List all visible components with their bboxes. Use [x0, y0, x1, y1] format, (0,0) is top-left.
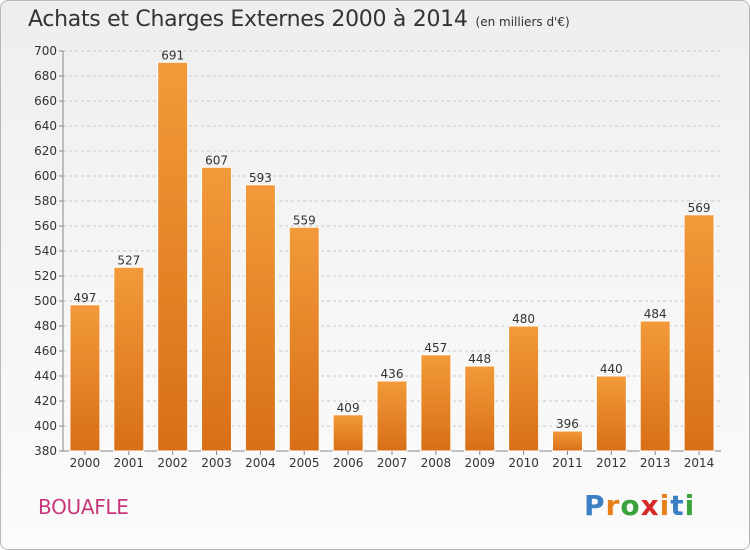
y-tick-label: 520	[34, 269, 57, 283]
data-label-2010: 480	[512, 312, 535, 326]
chart-title: Achats et Charges Externes 2000 à 2014 (e…	[28, 7, 570, 32]
data-label-2008: 457	[424, 341, 447, 355]
data-label-2014: 569	[688, 201, 711, 215]
y-tick-label: 440	[34, 369, 57, 383]
bar-2011	[551, 430, 583, 452]
bar-2010	[508, 325, 540, 452]
data-label-2012: 440	[600, 362, 623, 376]
y-tick-label: 620	[34, 144, 57, 158]
y-tick-label: 640	[34, 119, 57, 133]
x-tick-label-2004: 2004	[245, 456, 276, 470]
y-tick-label: 420	[34, 394, 57, 408]
x-tick-label-2007: 2007	[377, 456, 408, 470]
x-tick-label-2002: 2002	[157, 456, 188, 470]
x-tick-label-2011: 2011	[552, 456, 583, 470]
y-tick-label: 560	[34, 219, 57, 233]
logo-letter: i	[659, 489, 671, 522]
x-tick-label-2000: 2000	[70, 456, 101, 470]
proxiti-logo: Proxiti	[584, 489, 695, 522]
bar-2003	[201, 166, 233, 452]
logo-letter: P	[584, 489, 606, 522]
data-label-2005: 559	[293, 213, 316, 227]
data-label-2009: 448	[468, 352, 491, 366]
bar-2009	[464, 365, 496, 452]
y-tick-label: 540	[34, 244, 57, 258]
data-label-2006: 409	[337, 401, 360, 415]
bar-2008	[420, 354, 452, 452]
x-tick-label-2012: 2012	[596, 456, 627, 470]
data-label-2013: 484	[644, 307, 667, 321]
x-tick-label-2006: 2006	[333, 456, 364, 470]
logo-letter: x	[640, 489, 660, 522]
data-label-2001: 527	[117, 253, 140, 267]
data-label-2004: 593	[249, 171, 272, 185]
y-tick-label: 600	[34, 169, 57, 183]
x-tick-label-2005: 2005	[289, 456, 320, 470]
x-tick-label-2014: 2014	[684, 456, 715, 470]
y-tick-label: 700	[34, 44, 57, 58]
bar-2001	[113, 266, 145, 452]
y-tick-label: 380	[34, 444, 57, 458]
data-label-2011: 396	[556, 417, 579, 431]
commune-name: BOUAFLE	[38, 495, 129, 519]
bar-2013	[639, 320, 671, 452]
y-tick-label: 500	[34, 294, 57, 308]
chart-title-text: Achats et Charges Externes 2000 à 2014	[28, 7, 468, 32]
chart-subtitle: (en milliers d'€)	[475, 15, 570, 29]
bar-2006	[332, 414, 364, 452]
logo-letter: r	[605, 489, 621, 522]
x-tick-label-2013: 2013	[640, 456, 671, 470]
x-tick-label-2010: 2010	[508, 456, 539, 470]
y-tick-label: 460	[34, 344, 57, 358]
data-label-2000: 497	[73, 291, 96, 305]
data-label-2003: 607	[205, 153, 228, 167]
data-label-2002: 691	[161, 48, 184, 62]
x-tick-label-2003: 2003	[201, 456, 232, 470]
y-tick-label: 580	[34, 194, 57, 208]
y-tick-label: 400	[34, 419, 57, 433]
bar-2014	[683, 214, 715, 452]
x-tick-label-2009: 2009	[464, 456, 495, 470]
y-tick-label: 680	[34, 69, 57, 83]
logo-letter: t	[670, 489, 685, 522]
x-tick-label-2008: 2008	[421, 456, 452, 470]
logo-letter: o	[620, 489, 641, 522]
x-tick-label-2001: 2001	[114, 456, 145, 470]
bar-2005	[288, 226, 320, 452]
bar-2004	[244, 184, 276, 452]
bar-2007	[376, 380, 408, 452]
logo-letter: i	[684, 489, 696, 522]
bar-2002	[157, 61, 189, 452]
y-tick-label: 480	[34, 319, 57, 333]
bar-2012	[595, 375, 627, 452]
data-label-2007: 436	[381, 367, 404, 381]
bar-2000	[69, 304, 101, 452]
y-tick-label: 660	[34, 94, 57, 108]
